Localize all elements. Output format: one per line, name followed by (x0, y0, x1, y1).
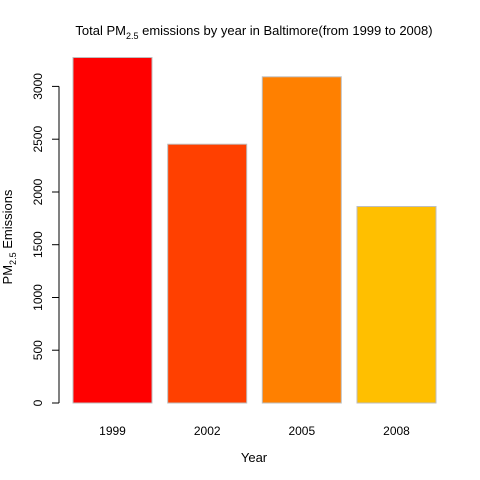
bars-layer (72, 57, 437, 404)
chart-title: Total PM2.5 emissions by year in Baltimo… (75, 23, 432, 41)
y-tick-label-3000: 3000 (31, 73, 45, 100)
y-tick-label-1000: 1000 (31, 284, 45, 311)
y-tick-label-2000: 2000 (31, 178, 45, 205)
y-axis-label-subscript: 2.5 (8, 252, 18, 265)
y-axis-label-suffix: Emissions (0, 189, 15, 252)
y-tick-label-2500: 2500 (31, 126, 45, 153)
bar-2005 (261, 76, 342, 404)
x-axis-label: Year (241, 450, 268, 465)
y-axis-label: PM2.5 Emissions (0, 189, 18, 284)
x-tick-label-2005: 2005 (288, 424, 315, 438)
chart-title-suffix: emissions by year in Baltimore(from 1999… (139, 23, 433, 38)
x-tick-label-1999: 1999 (99, 424, 126, 438)
chart-title-prefix: Total PM (75, 23, 126, 38)
y-tick-label-500: 500 (31, 340, 45, 360)
y-tick-label-0: 0 (31, 399, 45, 406)
bar-2008 (356, 206, 437, 404)
x-axis-labels: 1999 2002 2005 2008 (99, 424, 410, 438)
chart-title-subscript: 2.5 (126, 31, 139, 41)
bar-1999 (72, 57, 153, 404)
x-tick-label-2002: 2002 (194, 424, 221, 438)
y-tick-label-1500: 1500 (31, 231, 45, 258)
bar-2002 (167, 143, 248, 404)
y-axis-label-prefix: PM (0, 265, 15, 285)
y-axis: 0 500 1000 1500 2000 2500 3000 (31, 73, 60, 406)
x-tick-label-2008: 2008 (383, 424, 410, 438)
